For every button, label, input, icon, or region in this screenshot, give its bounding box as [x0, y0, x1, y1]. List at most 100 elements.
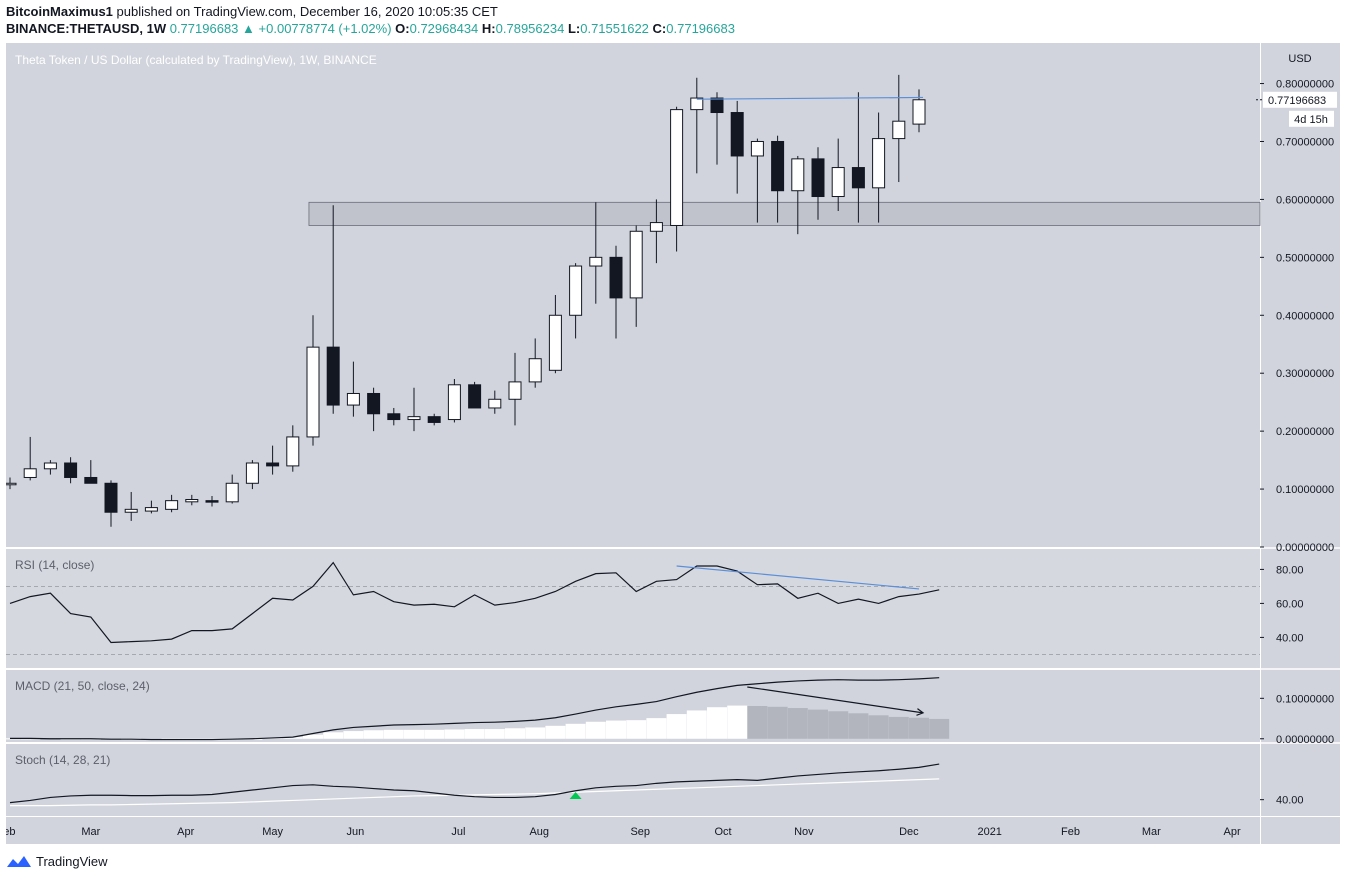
candle-up	[629, 230, 643, 299]
symbol-name: BINANCE:THETAUSD, 1W	[6, 21, 167, 36]
candle-down	[609, 256, 623, 299]
macd-histogram-bar	[626, 720, 647, 739]
close-label: C:	[652, 21, 667, 36]
high-value: 0.78956234	[495, 21, 565, 36]
candle-up	[892, 120, 906, 140]
candle-up	[750, 140, 764, 157]
candle-up	[407, 416, 421, 421]
candle-up	[649, 222, 663, 232]
macd-title: MACD (21, 50, close, 24)	[15, 679, 150, 693]
macd-histogram-bar	[282, 737, 303, 739]
candle-up	[488, 398, 502, 409]
candle-up	[670, 109, 684, 226]
chart-frame[interactable]: 0.00000000 0.10000000 0.20000000 0.30000000…	[0, 43, 1340, 846]
last-price-badge	[1263, 91, 1337, 108]
footer: TradingView	[6, 853, 108, 869]
macd-histogram-bar	[808, 709, 828, 739]
resistance-trendline	[696, 96, 924, 100]
candle-up	[245, 462, 259, 484]
macd-histogram-bar	[404, 729, 424, 739]
low-value: 0.71551622	[580, 21, 649, 36]
macd-histogram-bar	[505, 728, 525, 739]
candle-up	[912, 99, 926, 125]
macd-histogram-bar	[888, 716, 909, 739]
candle-down	[367, 392, 381, 415]
macd-histogram-bar	[686, 710, 707, 739]
time-tick-label: Dec	[899, 826, 919, 838]
time-tick-label: Aug	[529, 826, 549, 838]
candle-down	[771, 140, 785, 192]
price-tick-label: 0.50000000	[1276, 252, 1334, 264]
candle-down	[427, 416, 441, 423]
macd-arrow	[747, 686, 924, 714]
open-value: 0.72968434	[409, 21, 479, 36]
time-tick-label: Mar	[1142, 826, 1161, 838]
macd-tick-label: 0.10000000	[1276, 693, 1334, 705]
candle-up	[23, 468, 37, 478]
rsi-line	[9, 561, 940, 644]
stoch-k-line	[9, 763, 940, 804]
macd-line	[10, 677, 940, 741]
candle-up	[690, 97, 704, 111]
price-tick-label: 0.30000000	[1276, 368, 1334, 380]
stoch-tick-label: 40.00	[1276, 795, 1304, 807]
time-tick-label: Apr	[177, 826, 194, 838]
countdown-badge	[1289, 110, 1334, 127]
stoch-title: Stoch (14, 28, 21)	[15, 753, 110, 767]
macd-histogram-bar	[787, 708, 808, 739]
footer-brand[interactable]: TradingView	[36, 853, 108, 869]
price-tick-label: 0.20000000	[1276, 426, 1334, 438]
low-label: L:	[567, 21, 581, 36]
macd-histogram-bar	[828, 711, 849, 739]
candle-up	[569, 265, 583, 316]
chart-title: Theta Token / US Dollar (calculated by T…	[15, 53, 377, 67]
candle-up	[589, 256, 603, 267]
time-tick-label: May	[262, 826, 283, 838]
macd-histogram-bar	[484, 729, 505, 739]
candle-down	[326, 346, 340, 406]
time-tick-label: Mar	[81, 826, 100, 838]
time-tick-label: Apr	[1224, 826, 1241, 838]
candle-down	[205, 500, 219, 503]
macd-arrow-head	[916, 708, 925, 716]
macd-histogram-bar	[727, 705, 748, 739]
candle-up	[165, 500, 179, 510]
currency-label: USD	[1288, 53, 1311, 65]
price-tick-label: 0.80000000	[1276, 79, 1334, 91]
support-zone	[308, 201, 1261, 226]
macd-histogram-bar	[707, 707, 727, 739]
macd-histogram-bar	[323, 732, 344, 739]
bullish-cross-marker	[569, 792, 582, 799]
candle-down	[387, 413, 401, 421]
rsi-title: RSI (14, close)	[15, 558, 94, 572]
tradingview-logo-icon	[7, 856, 31, 867]
candle-up	[306, 346, 320, 438]
candle-down	[811, 158, 825, 198]
high-label: H:	[481, 21, 496, 36]
countdown-label: 4d 15h	[1294, 114, 1328, 126]
price-change: +0.00778774 (+1.02%)	[258, 21, 392, 36]
candle-down	[730, 112, 744, 157]
time-tick-label: Feb	[1061, 826, 1080, 838]
candle-up	[124, 508, 138, 513]
trading-chart[interactable]: 0.00000000 0.10000000 0.20000000 0.30000000…	[0, 43, 1340, 846]
rsi-tick-label: 60.00	[1276, 598, 1304, 610]
price-tick-label: 0.00000000	[1276, 542, 1334, 554]
candle-up	[225, 482, 239, 503]
publisher-name[interactable]: BitcoinMaximus1	[6, 4, 113, 19]
price-tick-label: 0.40000000	[1276, 310, 1334, 322]
close-value: 0.77196683	[666, 21, 735, 36]
macd-histogram-bar	[585, 721, 606, 739]
candle-down	[84, 476, 98, 484]
macd-tick-label: 0.00000000	[1276, 734, 1334, 746]
stoch-pane	[6, 744, 1260, 816]
macd-histogram-bar	[343, 731, 364, 739]
candle-down	[851, 167, 865, 189]
macd-histogram-bar	[444, 729, 465, 739]
rsi-pane	[6, 549, 1260, 668]
candle-up	[791, 158, 805, 192]
candle-up	[185, 498, 199, 503]
candle-down	[104, 482, 118, 513]
candle-down	[64, 462, 78, 478]
macd-histogram-bar	[909, 717, 929, 739]
